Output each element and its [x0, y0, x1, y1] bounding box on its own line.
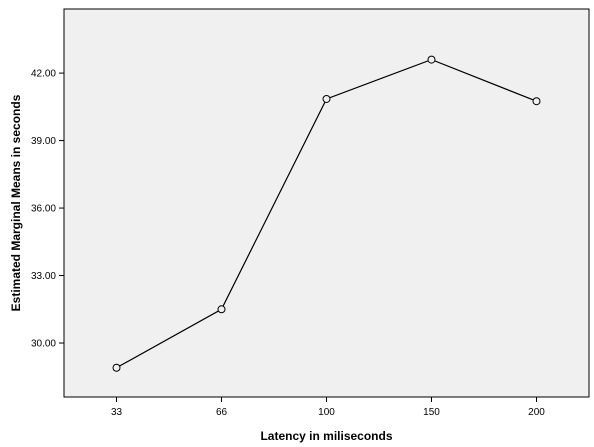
plot-area	[63, 8, 590, 398]
series-layer	[112, 55, 541, 372]
x-tick-label: 33	[111, 407, 123, 418]
x-tick-label: 100	[318, 407, 335, 418]
x-tick-label: 200	[528, 407, 545, 418]
y-tick-label: 42.00	[31, 69, 56, 80]
data-point	[112, 363, 121, 372]
y-tick-label: 30.00	[31, 339, 56, 350]
y-axis-title: Estimated Marginal Means in seconds	[9, 94, 23, 311]
x-axis-ticks: 33 66 100 150 200	[111, 397, 545, 418]
x-axis-title: Latency in miliseconds	[260, 429, 392, 443]
y-axis-ticks: 30.00 33.00 36.00 39.00 42.00	[31, 69, 64, 350]
data-point	[532, 97, 541, 106]
x-tick-label: 150	[423, 407, 440, 418]
y-tick-label: 39.00	[31, 136, 56, 147]
data-point	[322, 94, 331, 103]
y-tick-label: 36.00	[31, 204, 56, 215]
data-point	[217, 305, 226, 314]
x-tick-label: 66	[216, 407, 228, 418]
y-tick-label: 33.00	[31, 271, 56, 282]
data-point	[427, 55, 436, 64]
